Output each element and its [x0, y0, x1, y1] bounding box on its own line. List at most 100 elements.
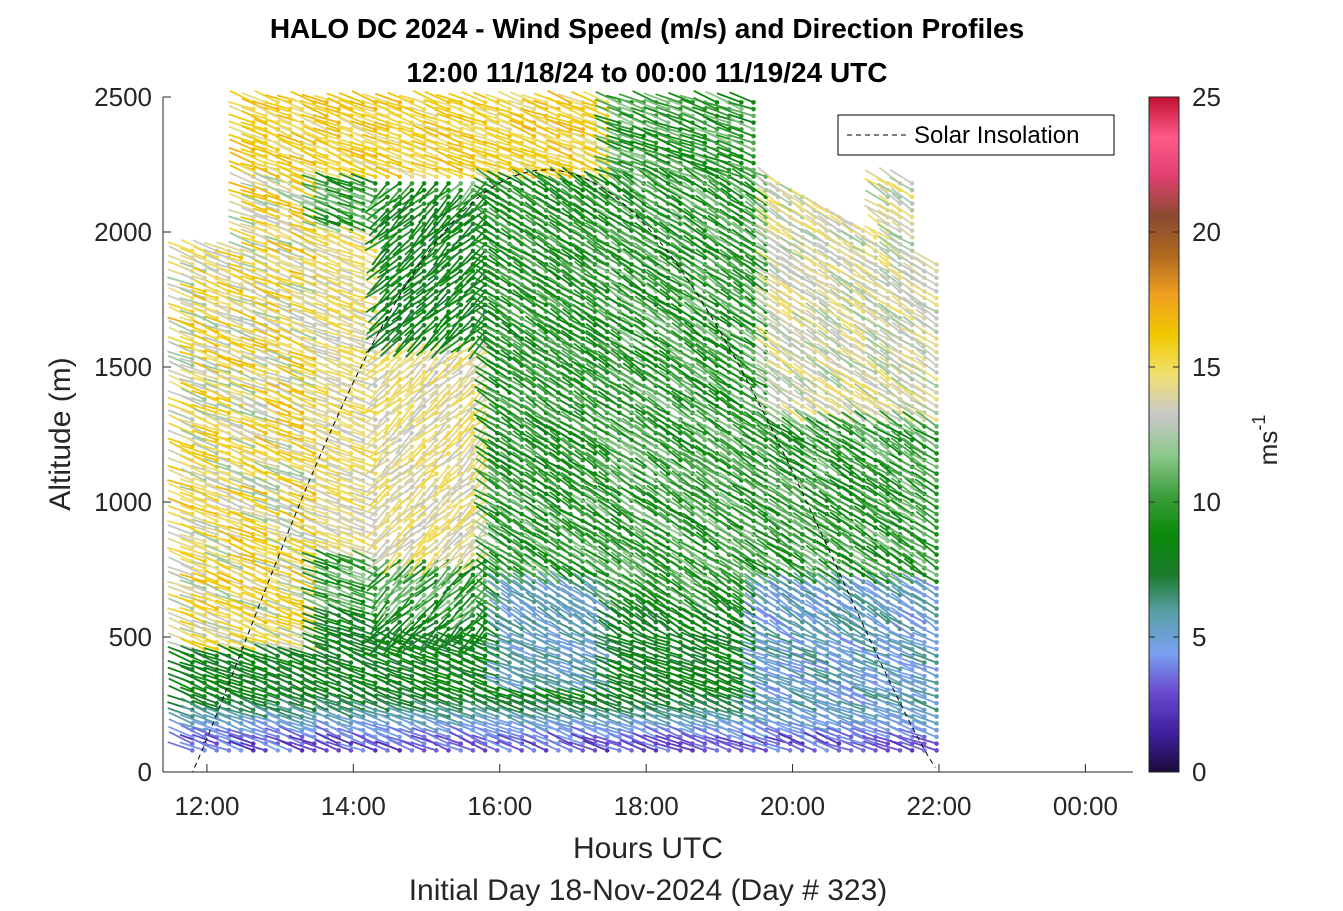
wind-barb-head	[263, 748, 268, 753]
wind-barb-head	[421, 464, 427, 470]
wind-barb	[180, 387, 205, 401]
wind-barb	[179, 497, 205, 509]
wind-barb-head	[385, 181, 390, 186]
wind-barb	[204, 678, 230, 691]
wind-barb-head	[336, 653, 341, 659]
wind-barb	[179, 418, 205, 428]
wind-barb	[192, 476, 218, 488]
wind-barb-head	[373, 275, 378, 281]
wind-barb	[203, 324, 230, 333]
wind-barb-head	[397, 302, 403, 308]
wind-barb-head	[458, 370, 464, 375]
wind-barb	[228, 688, 254, 698]
wind-barb	[217, 542, 242, 556]
wind-barb-head	[434, 748, 439, 753]
wind-barb-head	[434, 275, 439, 281]
wind-barb	[203, 742, 230, 752]
wind-barb	[216, 619, 242, 630]
wind-barb	[215, 276, 242, 286]
wind-barb	[216, 402, 242, 414]
wind-barb	[167, 646, 193, 657]
wind-barb-head	[397, 356, 403, 362]
wind-barb-head	[409, 430, 415, 436]
wind-barb-head	[446, 626, 451, 632]
wind-barb	[192, 254, 218, 266]
wind-barb-head	[214, 451, 219, 456]
wind-barb	[217, 427, 242, 441]
wind-barb-head	[373, 295, 378, 301]
wind-barb-head	[446, 748, 451, 753]
wind-barb	[179, 247, 205, 259]
wind-barb-head	[397, 181, 403, 186]
wind-barb	[204, 685, 230, 698]
wind-barb	[193, 258, 218, 272]
wind-barb	[204, 666, 230, 677]
wind-barb-head	[385, 194, 390, 200]
wind-barb	[215, 728, 242, 738]
wind-barb	[191, 289, 217, 300]
wind-barb-head	[226, 343, 232, 348]
wind-barb-head	[397, 552, 403, 557]
wind-barb	[203, 452, 230, 462]
wind-barb-head	[360, 262, 366, 267]
wind-barb	[205, 556, 230, 569]
wind-barb	[192, 429, 218, 441]
wind-barb-head	[299, 734, 305, 740]
wind-barb	[180, 516, 205, 529]
wind-barb	[180, 724, 205, 738]
wind-barb	[180, 557, 205, 569]
wind-barb-head	[409, 714, 415, 719]
wind-barb-head	[434, 619, 439, 625]
wind-barb-head	[495, 748, 500, 753]
wind-barb-head	[409, 444, 415, 449]
wind-barb-head	[287, 444, 293, 449]
wind-barb	[192, 354, 218, 367]
wind-barb	[167, 369, 193, 380]
wind-barb-head	[397, 133, 403, 139]
wind-barb-head	[214, 444, 219, 449]
wind-barb-head	[434, 370, 439, 375]
wind-barb	[167, 254, 193, 266]
wind-barb	[204, 261, 230, 272]
wind-barb	[180, 630, 205, 644]
wind-barb-head	[397, 187, 403, 193]
wind-barb-head	[360, 606, 366, 611]
wind-barb	[203, 702, 230, 711]
wind-barb	[180, 690, 205, 704]
wind-barb-head	[507, 673, 512, 679]
wind-barb	[205, 562, 230, 576]
wind-barb	[203, 532, 230, 543]
wind-barb-head	[385, 505, 390, 510]
wind-barb	[168, 725, 193, 738]
wind-barb	[192, 508, 218, 522]
wind-barb	[204, 355, 230, 367]
wind-barb	[203, 438, 230, 448]
wind-barb	[167, 350, 193, 360]
wind-barb-head	[446, 322, 451, 328]
wind-barb-head	[385, 626, 390, 632]
wind-barb	[229, 697, 254, 711]
wind-barb	[228, 740, 254, 752]
wind-barb-head	[324, 613, 329, 618]
wind-barb	[215, 289, 242, 300]
wind-barb	[167, 316, 193, 327]
wind-barb-head	[189, 626, 195, 632]
wind-barb-head	[373, 471, 378, 476]
wind-barb	[191, 497, 217, 509]
wind-barb	[216, 328, 242, 340]
wind-barb	[180, 697, 205, 711]
wind-barb-head	[189, 741, 195, 746]
wind-barb-head	[311, 255, 317, 260]
wind-barb	[179, 579, 205, 590]
wind-barb	[217, 657, 242, 671]
wind-barb	[180, 563, 205, 576]
wind-barb-head	[324, 518, 329, 524]
wind-barb	[204, 266, 230, 279]
wind-barb	[167, 659, 193, 671]
wind-barb-head	[214, 700, 219, 706]
wind-barb-head	[202, 471, 207, 476]
wind-barb-head	[238, 579, 244, 584]
wind-barb	[167, 741, 193, 752]
wind-barb-head	[202, 538, 207, 544]
wind-barb-head	[458, 532, 464, 537]
